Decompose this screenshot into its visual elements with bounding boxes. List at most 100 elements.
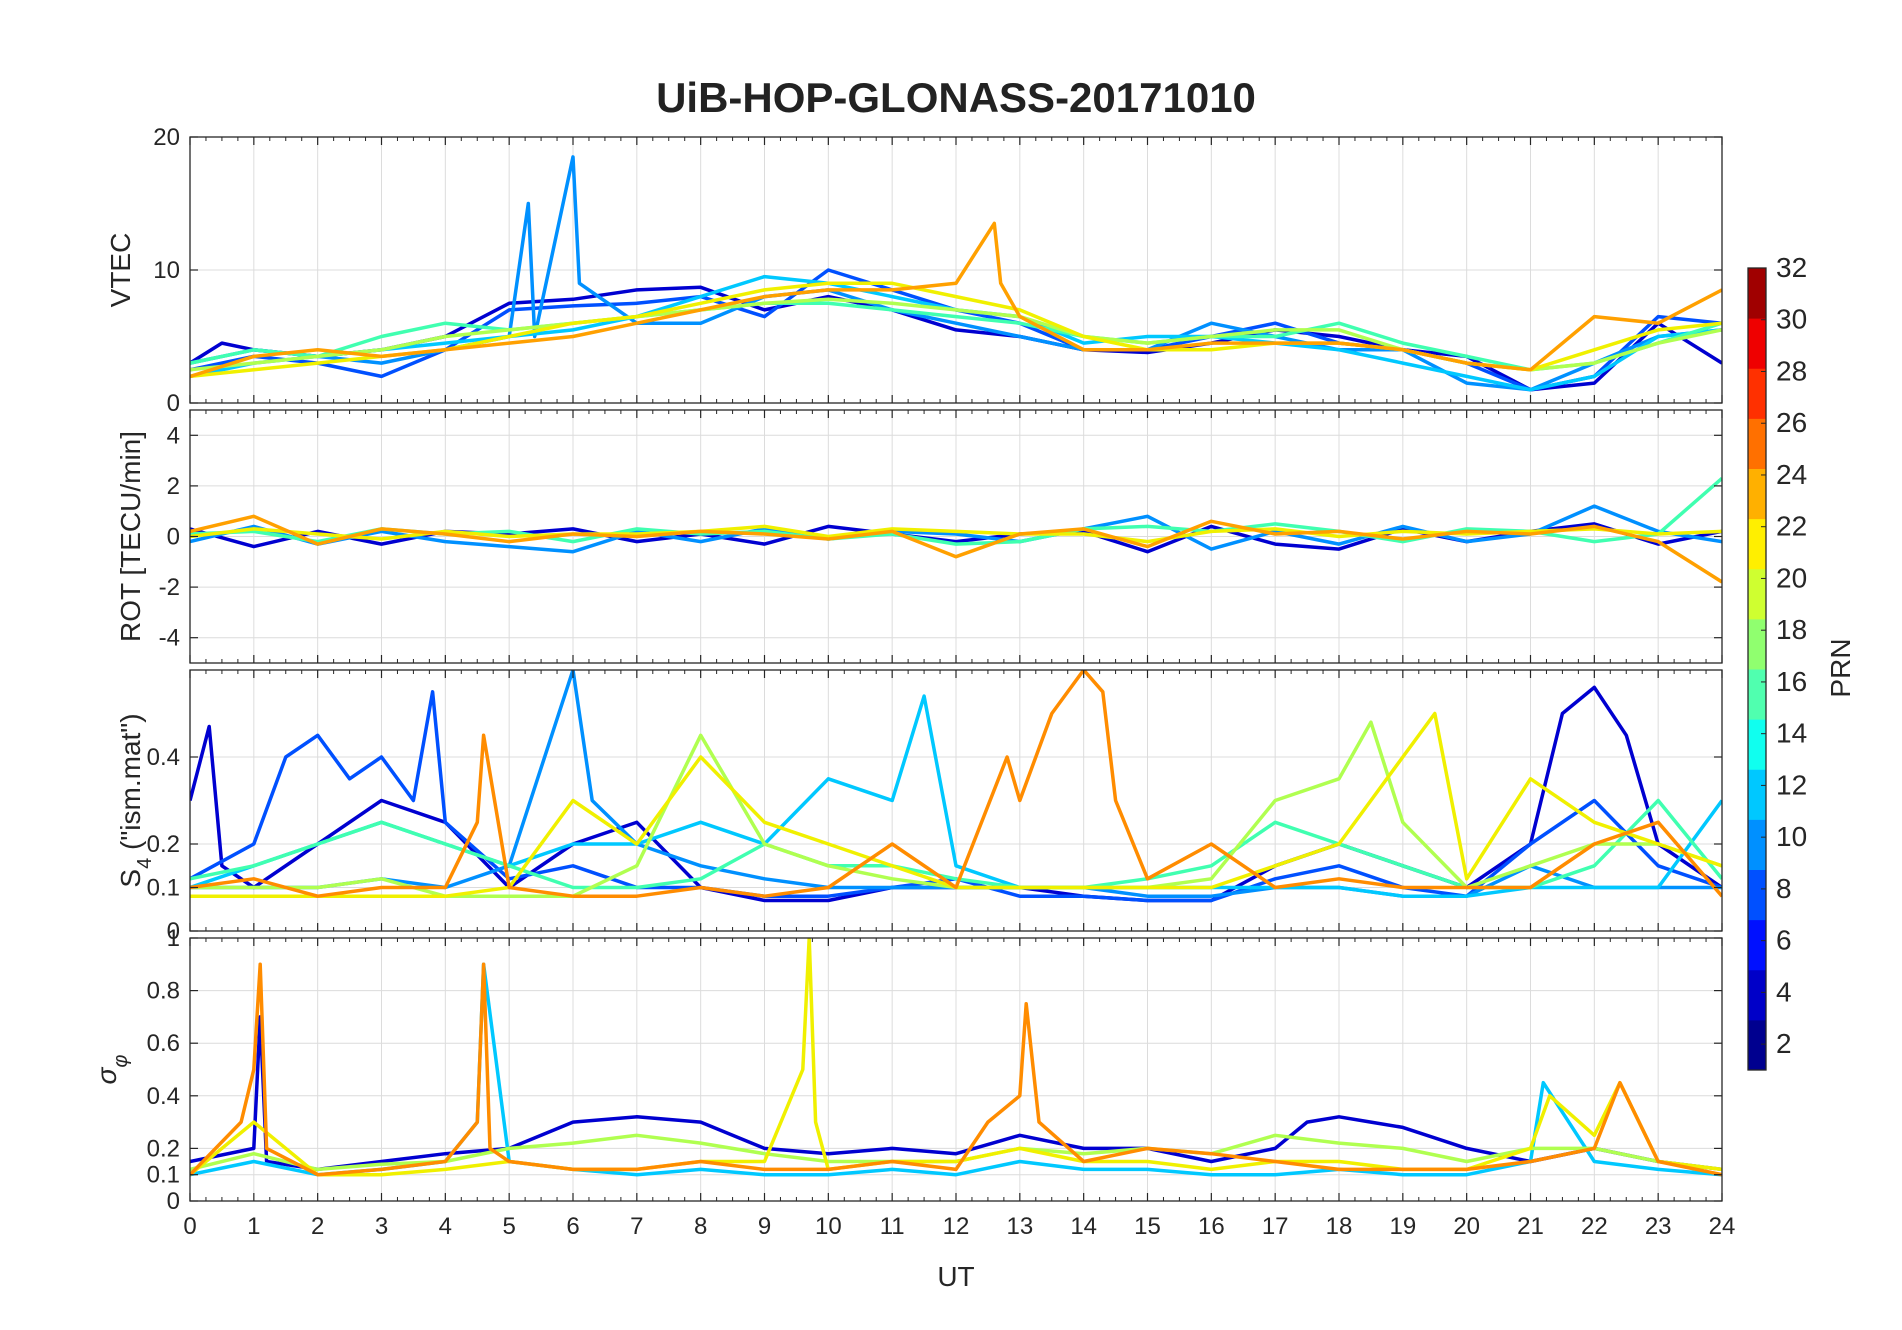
y-tick-label: 0 — [167, 390, 180, 417]
colorbar-segment — [1748, 1019, 1766, 1071]
colorbar-tick-label: 6 — [1776, 925, 1792, 956]
series-group-sigma — [190, 938, 1722, 1177]
series-line-prn-20 — [190, 711, 1722, 898]
colorbar-tick-label: 32 — [1776, 252, 1807, 283]
colorbar-segment — [1748, 518, 1766, 570]
y-axis-label-sigma: σφ — [91, 1055, 132, 1085]
colorbar-tick-label: 28 — [1776, 355, 1807, 386]
x-tick-label: 8 — [694, 1213, 707, 1240]
x-tick-label: 14 — [1070, 1213, 1097, 1240]
x-tick-labels: 0 1 2 3 4 5 6 7 8 9 10 11 12 13 14 15 16 17 18 19 20 21 22 23 24 — [183, 1213, 1735, 1240]
panel-vtec: 0 10 20 VTEC — [105, 124, 1723, 417]
y-tick-label: 0.6 — [147, 1030, 180, 1057]
x-tick-label: 21 — [1517, 1213, 1544, 1240]
y-tick-label: 0 — [167, 524, 180, 551]
x-axis-label: UT — [937, 1261, 974, 1292]
x-tick-label: 7 — [630, 1213, 643, 1240]
y-tick-label: 0 — [167, 918, 180, 945]
series-line-prn-23 — [190, 670, 1722, 898]
series-line-prn-23 — [190, 221, 1722, 379]
x-tick-label: 9 — [758, 1213, 771, 1240]
colorbar-tick-label: 8 — [1776, 873, 1792, 904]
y-axis-label-s4: S4 ("ism.mat") — [115, 713, 156, 887]
x-tick-label: 0 — [183, 1213, 196, 1240]
x-tick-label: 5 — [502, 1213, 515, 1240]
series-line-prn-23 — [190, 514, 1722, 584]
x-tick-label: 24 — [1709, 1213, 1736, 1240]
y-tick-label: 10 — [153, 257, 180, 284]
x-tick-label: 16 — [1198, 1213, 1225, 1240]
colorbar-tick-label: 30 — [1776, 304, 1807, 335]
series-line-prn-6 — [190, 690, 1722, 903]
colorbar-segment — [1748, 618, 1766, 670]
x-tick-label: 6 — [566, 1213, 579, 1240]
y-label-main: σ — [91, 1066, 122, 1084]
panel-s4: 0 0.1 0.2 0.4S4 ("ism.mat") — [115, 669, 1723, 945]
y-tick-label: 0.2 — [147, 831, 180, 858]
y-tick-label: 20 — [153, 124, 180, 151]
colorbar-segment — [1748, 418, 1766, 469]
y-tick-label: 0.4 — [147, 1083, 180, 1110]
colorbar-segment — [1748, 568, 1766, 620]
colorbar-segment — [1748, 719, 1766, 770]
series-group-s4 — [190, 670, 1722, 903]
x-tick-label: 18 — [1326, 1213, 1353, 1240]
colorbar-tick-label: 22 — [1776, 511, 1807, 542]
series-line-prn-9 — [190, 504, 1722, 554]
panel-sigma: 00.10.2 0.4 0.6 0.8 1 σφ — [91, 925, 1723, 1215]
x-tick-label: 23 — [1645, 1213, 1672, 1240]
colorbar-tick-label: 2 — [1776, 1028, 1792, 1059]
y-axis-label-vtec: VTEC — [105, 233, 136, 308]
x-tick-label: 20 — [1453, 1213, 1480, 1240]
colorbar-tick-label: 4 — [1776, 976, 1792, 1007]
series-line-prn-3 — [190, 1015, 1722, 1172]
y-tick-label: 0 — [167, 1188, 180, 1215]
y-tick-label: 2 — [167, 473, 180, 500]
x-tick-label: 17 — [1262, 1213, 1289, 1240]
colorbar-segment — [1748, 819, 1766, 870]
series-line-prn-20 — [190, 938, 1722, 1177]
colorbar-segment — [1748, 268, 1766, 319]
colorbar-tick-label: 16 — [1776, 666, 1807, 697]
colorbar-tick-label: 14 — [1776, 718, 1807, 749]
y-tick-label: -2 — [159, 574, 180, 601]
y-label-sub: 4 — [134, 858, 156, 869]
y-tick-label: 0.4 — [147, 744, 180, 771]
colorbar-tick-label: 26 — [1776, 407, 1807, 438]
x-tick-label: 10 — [815, 1213, 842, 1240]
colorbar-tick-label: 18 — [1776, 614, 1807, 645]
x-tick-label: 3 — [375, 1213, 388, 1240]
x-tick-label: 19 — [1389, 1213, 1416, 1240]
series-line-prn-23 — [190, 962, 1722, 1177]
colorbar-segment — [1748, 468, 1766, 520]
series-group-vtec — [190, 155, 1722, 392]
y-tick-label: 0.2 — [147, 1135, 180, 1162]
x-tick-label: 4 — [439, 1213, 452, 1240]
y-label-rest: ("ism.mat") — [115, 713, 146, 857]
colorbar-segment — [1748, 318, 1766, 369]
y-tick-label: 0.8 — [147, 978, 180, 1005]
series-group-rot — [190, 476, 1722, 584]
x-tick-label: 2 — [311, 1213, 324, 1240]
series-line-prn-15 — [190, 301, 1722, 372]
x-tick-label: 15 — [1134, 1213, 1161, 1240]
colorbar-frame — [1747, 267, 1767, 1071]
y-tick-label: 0.1 — [147, 1162, 180, 1189]
y-label-sub: φ — [110, 1055, 132, 1068]
colorbar-tick-label: 12 — [1776, 769, 1807, 800]
colorbar-segment — [1748, 769, 1766, 820]
colorbar-label: PRN — [1825, 638, 1856, 697]
x-tick-label: 1 — [247, 1213, 260, 1240]
series-line-prn-20 — [190, 524, 1722, 544]
x-tick-label: 22 — [1581, 1213, 1608, 1240]
y-tick-label: 0.1 — [147, 875, 180, 902]
colorbar-segment — [1748, 368, 1766, 419]
colorbar-segment — [1748, 669, 1766, 720]
y-tick-label: 1 — [167, 925, 180, 952]
colorbar-tick-label: 10 — [1776, 821, 1807, 852]
colorbar-tick-label: 20 — [1776, 562, 1807, 593]
panel-rot: -4 -2 0 2 4 ROT [TECU/min] — [115, 409, 1723, 664]
